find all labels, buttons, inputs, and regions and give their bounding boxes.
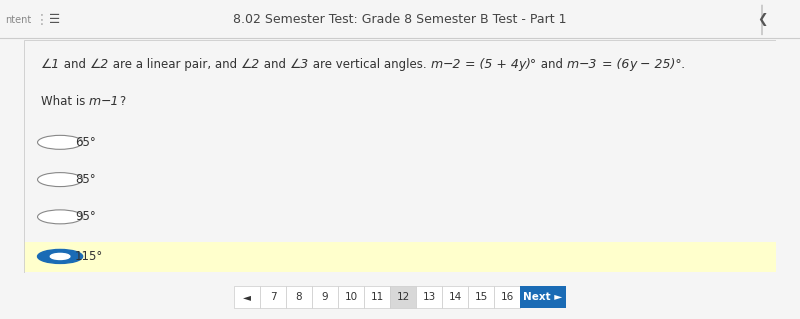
Text: m: m bbox=[567, 58, 579, 71]
FancyBboxPatch shape bbox=[312, 286, 338, 308]
Text: 10: 10 bbox=[345, 293, 358, 302]
Text: are a linear pair, and: are a linear pair, and bbox=[109, 58, 241, 71]
Text: 9: 9 bbox=[322, 293, 328, 302]
Text: m: m bbox=[430, 58, 442, 71]
Text: m: m bbox=[89, 95, 101, 108]
Circle shape bbox=[50, 253, 70, 259]
FancyBboxPatch shape bbox=[390, 286, 416, 308]
Text: What is: What is bbox=[41, 95, 89, 108]
Text: ∠2: ∠2 bbox=[241, 58, 260, 71]
Text: Next ►: Next ► bbox=[523, 293, 562, 302]
FancyBboxPatch shape bbox=[468, 286, 494, 308]
FancyBboxPatch shape bbox=[24, 242, 776, 271]
FancyBboxPatch shape bbox=[234, 286, 260, 308]
Text: and: and bbox=[538, 58, 567, 71]
Text: y: y bbox=[518, 58, 526, 71]
Text: 11: 11 bbox=[370, 293, 384, 302]
FancyBboxPatch shape bbox=[338, 286, 364, 308]
FancyBboxPatch shape bbox=[286, 286, 312, 308]
Text: ∠2: ∠2 bbox=[90, 58, 109, 71]
Text: = (5 + 4: = (5 + 4 bbox=[461, 58, 518, 71]
Text: − 25)°.: − 25)°. bbox=[637, 58, 686, 71]
Text: −3: −3 bbox=[579, 58, 598, 71]
Text: ?: ? bbox=[119, 95, 126, 108]
Circle shape bbox=[38, 173, 82, 187]
Circle shape bbox=[38, 210, 82, 224]
Text: 115°: 115° bbox=[75, 250, 103, 263]
Text: −2: −2 bbox=[442, 58, 461, 71]
Text: 7: 7 bbox=[270, 293, 276, 302]
Text: y: y bbox=[629, 58, 637, 71]
Text: 8.02 Semester Test: Grade 8 Semester B Test - Part 1: 8.02 Semester Test: Grade 8 Semester B T… bbox=[234, 13, 566, 26]
Text: ∠3: ∠3 bbox=[290, 58, 309, 71]
Text: and: and bbox=[60, 58, 90, 71]
Text: 8: 8 bbox=[296, 293, 302, 302]
Text: ⋮: ⋮ bbox=[35, 13, 49, 27]
FancyBboxPatch shape bbox=[416, 286, 442, 308]
FancyBboxPatch shape bbox=[494, 286, 520, 308]
Text: = (6: = (6 bbox=[598, 58, 629, 71]
Text: ◄: ◄ bbox=[243, 293, 251, 302]
FancyBboxPatch shape bbox=[520, 286, 566, 308]
FancyBboxPatch shape bbox=[442, 286, 468, 308]
Text: )°: )° bbox=[526, 58, 538, 71]
Text: 15: 15 bbox=[474, 293, 488, 302]
Text: 85°: 85° bbox=[75, 173, 96, 186]
Text: −1: −1 bbox=[101, 95, 119, 108]
Text: ntent: ntent bbox=[5, 15, 31, 25]
Text: and: and bbox=[260, 58, 290, 71]
Text: 14: 14 bbox=[448, 293, 462, 302]
FancyBboxPatch shape bbox=[364, 286, 390, 308]
Text: ☰: ☰ bbox=[50, 13, 61, 26]
Text: 95°: 95° bbox=[75, 210, 96, 223]
Text: 16: 16 bbox=[500, 293, 514, 302]
FancyBboxPatch shape bbox=[260, 286, 286, 308]
Text: 13: 13 bbox=[422, 293, 436, 302]
Text: ∠1: ∠1 bbox=[41, 58, 60, 71]
Circle shape bbox=[38, 135, 82, 149]
Circle shape bbox=[38, 249, 82, 263]
Text: 65°: 65° bbox=[75, 136, 96, 149]
Text: are vertical angles.: are vertical angles. bbox=[309, 58, 430, 71]
Text: 12: 12 bbox=[396, 293, 410, 302]
Text: ❮: ❮ bbox=[757, 13, 767, 26]
